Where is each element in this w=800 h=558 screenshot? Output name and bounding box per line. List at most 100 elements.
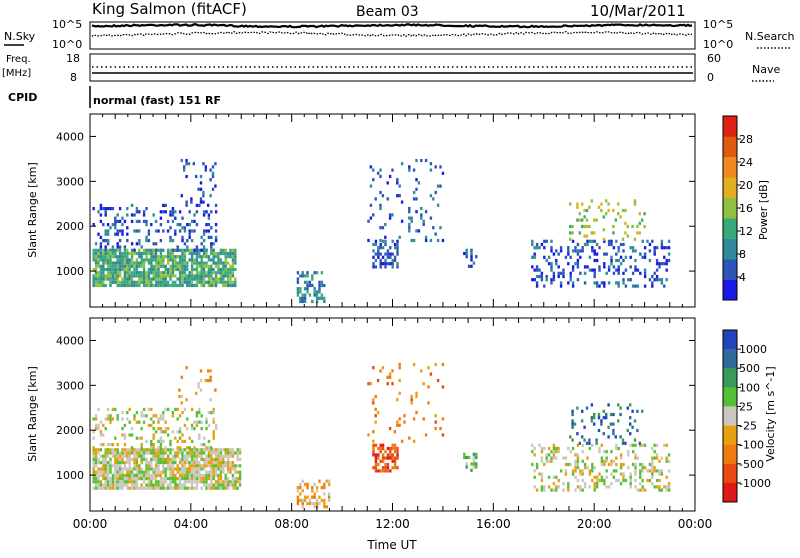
- range-gate-cell: [424, 158, 428, 163]
- range-gate-cell: [415, 394, 418, 399]
- range-gate-cell: [171, 258, 175, 262]
- range-gate-cell: [222, 261, 225, 265]
- range-gate-cell: [142, 454, 146, 458]
- range-gate-cell: [162, 477, 165, 481]
- range-gate-cell: [593, 252, 596, 256]
- range-gate-cell: [114, 277, 117, 281]
- range-gate-cell: [224, 473, 227, 477]
- range-gate-cell: [142, 264, 146, 268]
- range-gate-cell: [576, 459, 580, 463]
- range-gate-cell: [102, 283, 105, 288]
- range-gate-cell: [178, 394, 181, 399]
- freq-label-2: [MHz]: [2, 68, 31, 79]
- range-gate-cell: [193, 486, 196, 490]
- power-data: [92, 158, 671, 304]
- range-gate-cell: [229, 448, 232, 452]
- range-gate-cell: [412, 238, 416, 243]
- range-gate-cell: [97, 461, 100, 465]
- range-gate-cell: [195, 248, 199, 252]
- range-gate-cell: [106, 267, 110, 272]
- range-gate-cell: [190, 264, 194, 268]
- range-gate-cell: [576, 265, 580, 269]
- range-gate-cell: [126, 261, 129, 265]
- range-gate-cell: [591, 443, 594, 447]
- range-gate-cell: [533, 252, 536, 256]
- range-gate-cell: [202, 264, 206, 268]
- range-gate-cell: [99, 274, 103, 278]
- range-gate-cell: [145, 464, 148, 468]
- range-gate-cell: [641, 469, 644, 473]
- range-gate-cell: [571, 224, 574, 229]
- range-gate-cell: [665, 262, 668, 266]
- cpid-label: CPID: [8, 91, 37, 104]
- range-gate-cell: [111, 477, 115, 481]
- range-gate-cell: [178, 210, 182, 214]
- range-gate-cell: [658, 469, 661, 473]
- range-gate-cell: [377, 456, 380, 460]
- range-gate-cell: [569, 224, 572, 229]
- range-gate-cell: [607, 403, 610, 407]
- range-gate-cell: [207, 203, 210, 207]
- range-gate-cell: [159, 258, 163, 262]
- range-gate-cell: [212, 248, 215, 252]
- range-gate-cell: [372, 453, 375, 457]
- range-gate-cell: [381, 459, 385, 463]
- range-gate-cell: [533, 255, 536, 259]
- range-gate-cell: [229, 280, 232, 284]
- range-gate-cell: [212, 470, 215, 474]
- range-gate-cell: [181, 451, 184, 455]
- range-gate-cell: [171, 251, 175, 256]
- range-gate-cell: [415, 158, 418, 163]
- range-gate-cell: [598, 450, 601, 454]
- range-gate-cell: [164, 210, 167, 214]
- range-gate-cell: [138, 277, 141, 281]
- range-gate-cell: [209, 398, 212, 402]
- range-gate-cell: [583, 224, 586, 229]
- range-gate-cell: [626, 224, 629, 229]
- range-gate-cell: [388, 375, 392, 379]
- range-gate-cell: [578, 218, 581, 222]
- range-gate-cell: [422, 219, 425, 223]
- range-gate-cell: [612, 459, 616, 463]
- range-gate-cell: [386, 249, 390, 253]
- range-gate-cell: [574, 459, 577, 463]
- range-gate-cell: [612, 208, 615, 213]
- range-gate-cell: [154, 454, 158, 458]
- range-gate-cell: [576, 462, 580, 467]
- range-gate-cell: [612, 265, 616, 269]
- range-gate-cell: [94, 486, 98, 490]
- range-gate-cell: [583, 208, 586, 213]
- range-gate-cell: [147, 486, 151, 490]
- range-gate-cell: [533, 246, 536, 250]
- range-gate-cell: [116, 271, 119, 275]
- range-gate-cell: [408, 436, 411, 440]
- range-gate-cell: [299, 492, 302, 496]
- range-gate-cell: [648, 478, 652, 483]
- range-gate-cell: [92, 486, 95, 490]
- range-gate-cell: [593, 239, 596, 243]
- range-gate-cell: [114, 248, 117, 252]
- range-gate-cell: [193, 461, 196, 465]
- range-gate-cell: [102, 483, 105, 487]
- range-gate-cell: [178, 414, 182, 418]
- range-gate-cell: [99, 486, 103, 490]
- range-gate-cell: [219, 280, 223, 284]
- range-gate-cell: [154, 448, 158, 452]
- range-gate-cell: [374, 242, 378, 247]
- range-gate-cell: [296, 271, 300, 275]
- range-gate-cell: [104, 464, 107, 468]
- range-gate-cell: [569, 255, 572, 259]
- range-gate-cell: [188, 454, 191, 458]
- range-gate-cell: [195, 464, 199, 468]
- range-gate-cell: [655, 453, 659, 457]
- range-gate-cell: [214, 454, 218, 458]
- range-gate-cell: [198, 274, 201, 278]
- range-gate-cell: [190, 200, 193, 204]
- range-gate-cell: [226, 283, 230, 288]
- range-gate-cell: [222, 251, 225, 256]
- range-gate-cell: [557, 446, 560, 451]
- range-gate-cell: [301, 274, 304, 278]
- range-gate-cell: [531, 242, 534, 247]
- range-gate-cell: [619, 255, 623, 259]
- range-gate-cell: [150, 267, 153, 272]
